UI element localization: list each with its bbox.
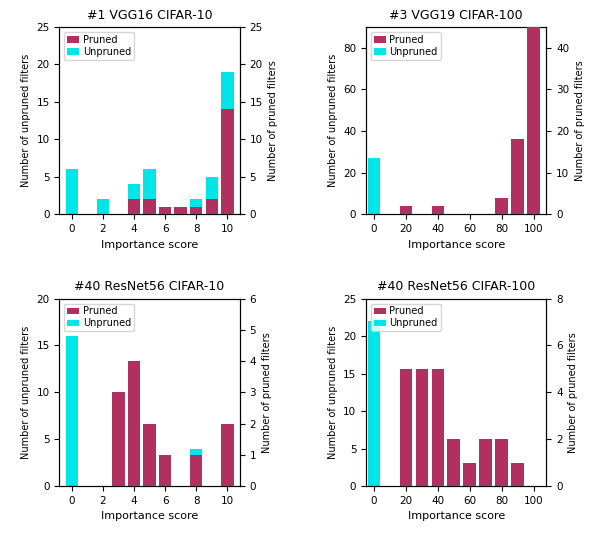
- Bar: [511, 210, 524, 214]
- Bar: [495, 439, 508, 486]
- Y-axis label: Number of unpruned filters: Number of unpruned filters: [327, 326, 337, 459]
- X-axis label: Importance score: Importance score: [101, 240, 198, 249]
- Bar: [97, 199, 109, 214]
- Bar: [206, 177, 218, 214]
- Legend: Pruned, Unpruned: Pruned, Unpruned: [64, 303, 134, 332]
- Bar: [143, 199, 156, 214]
- Legend: Pruned, Unpruned: Pruned, Unpruned: [64, 32, 134, 59]
- Bar: [511, 463, 524, 486]
- Bar: [400, 206, 412, 214]
- Bar: [368, 321, 380, 486]
- Bar: [128, 439, 140, 486]
- Bar: [447, 439, 460, 486]
- Y-axis label: Number of unpruned filters: Number of unpruned filters: [21, 326, 31, 459]
- Bar: [159, 207, 172, 214]
- Bar: [511, 471, 524, 486]
- Bar: [159, 477, 172, 486]
- Bar: [221, 423, 233, 486]
- Bar: [221, 110, 233, 214]
- Bar: [206, 199, 218, 214]
- X-axis label: Importance score: Importance score: [101, 511, 198, 521]
- Bar: [511, 139, 524, 214]
- Bar: [431, 206, 444, 214]
- Bar: [368, 158, 380, 214]
- Bar: [463, 463, 476, 486]
- Bar: [479, 439, 492, 486]
- Title: #3 VGG19 CIFAR-100: #3 VGG19 CIFAR-100: [390, 9, 523, 22]
- Bar: [175, 207, 187, 214]
- Y-axis label: Number of pruned filters: Number of pruned filters: [262, 332, 271, 453]
- Bar: [65, 170, 78, 214]
- Bar: [190, 199, 203, 214]
- Y-axis label: Number of pruned filters: Number of pruned filters: [268, 60, 279, 181]
- Bar: [143, 170, 156, 214]
- Bar: [221, 72, 233, 214]
- Bar: [112, 458, 125, 486]
- Bar: [175, 207, 187, 214]
- Bar: [159, 455, 172, 486]
- Title: #40 ResNet56 CIFAR-100: #40 ResNet56 CIFAR-100: [377, 280, 535, 293]
- Bar: [190, 449, 203, 486]
- X-axis label: Importance score: Importance score: [407, 240, 505, 249]
- Bar: [128, 184, 140, 214]
- Y-axis label: Number of unpruned filters: Number of unpruned filters: [21, 54, 31, 187]
- Bar: [143, 477, 156, 486]
- Bar: [527, 0, 540, 214]
- Legend: Pruned, Unpruned: Pruned, Unpruned: [371, 32, 441, 59]
- Bar: [495, 210, 508, 214]
- Bar: [65, 336, 78, 486]
- Bar: [190, 455, 203, 486]
- Bar: [128, 361, 140, 486]
- Bar: [527, 71, 540, 214]
- Title: #40 ResNet56 CIFAR-10: #40 ResNet56 CIFAR-10: [74, 280, 225, 293]
- Y-axis label: Number of pruned filters: Number of pruned filters: [575, 60, 585, 181]
- Bar: [143, 423, 156, 486]
- Bar: [190, 207, 203, 214]
- Legend: Pruned, Unpruned: Pruned, Unpruned: [371, 303, 441, 332]
- Bar: [128, 199, 140, 214]
- Title: #1 VGG16 CIFAR-10: #1 VGG16 CIFAR-10: [87, 9, 213, 22]
- X-axis label: Importance score: Importance score: [407, 511, 505, 521]
- Bar: [221, 467, 233, 486]
- Bar: [416, 369, 428, 486]
- Y-axis label: Number of pruned filters: Number of pruned filters: [568, 332, 579, 453]
- Bar: [431, 369, 444, 486]
- Bar: [400, 369, 412, 486]
- Bar: [112, 393, 125, 486]
- Bar: [159, 207, 172, 214]
- Bar: [495, 198, 508, 214]
- Y-axis label: Number of unpruned filters: Number of unpruned filters: [328, 54, 337, 187]
